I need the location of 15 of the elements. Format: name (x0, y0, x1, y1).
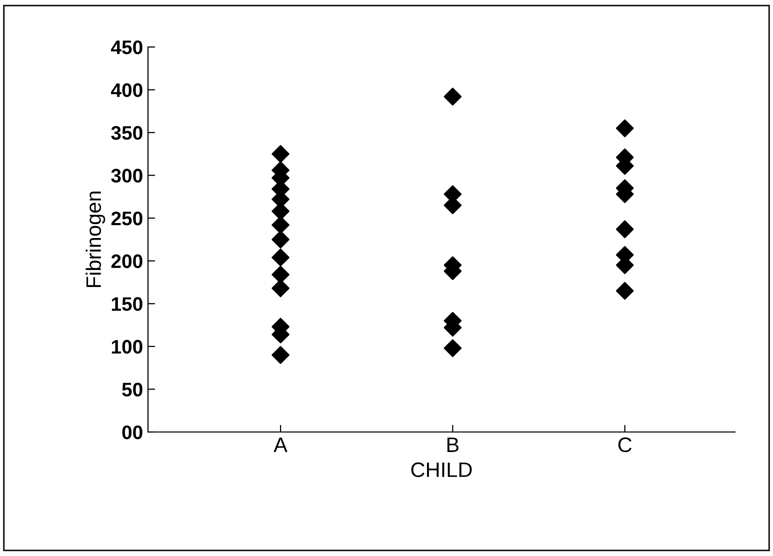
y-tick-label: 150 (112, 297, 142, 311)
y-tick-label: 250 (111, 212, 142, 226)
y-tick-label: 350 (111, 126, 142, 140)
y-tick-label: 200 (111, 254, 142, 268)
x-tick-label: C (618, 437, 632, 452)
x-axis-title: CHILD (411, 462, 472, 478)
y-tick-label: 100 (112, 340, 142, 354)
y-axis-title: Fibrinogen (86, 192, 106, 288)
y-tick-label: 450 (110, 40, 142, 54)
y-tick-label: 400 (110, 83, 142, 98)
y-tick-label: 50 (122, 382, 142, 396)
y-tick-label: 00 (122, 425, 142, 440)
x-tick-label: A (274, 438, 288, 452)
y-tick-label: 300 (111, 168, 142, 183)
x-tick-label: B (447, 438, 459, 452)
